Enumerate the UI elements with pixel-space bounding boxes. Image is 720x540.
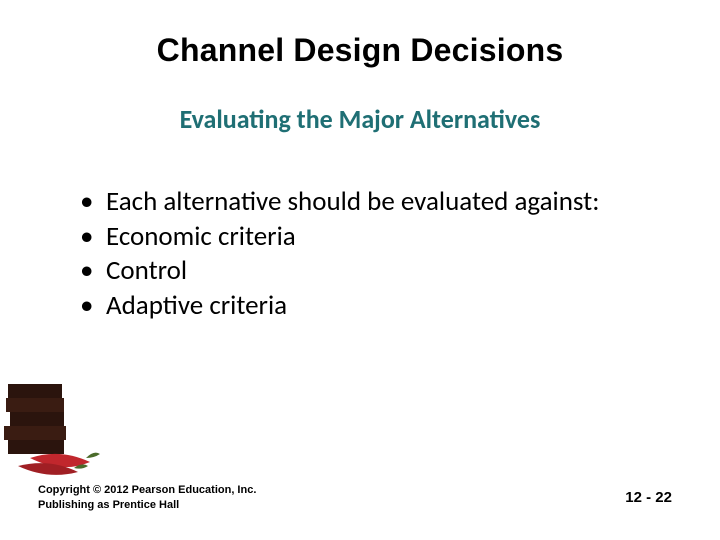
copyright-line: Copyright © 2012 Pearson Education, Inc.	[38, 483, 256, 497]
decorative-image	[0, 340, 120, 480]
bullet-item: Adaptive criteria	[80, 289, 670, 324]
page-number: 12 - 22	[625, 489, 672, 506]
publisher-line: Publishing as Prentice Hall	[38, 498, 256, 512]
copyright-footer: Copyright © 2012 Pearson Education, Inc.…	[38, 483, 256, 512]
slide: Channel Design Decisions Evaluating the …	[0, 0, 720, 540]
bullet-list: Each alternative should be evaluated aga…	[80, 185, 670, 323]
bullet-item: Economic criteria	[80, 220, 670, 255]
slide-title: Channel Design Decisions	[50, 32, 670, 69]
bullet-item: Control	[80, 254, 670, 289]
bullet-item: Each alternative should be evaluated aga…	[80, 185, 670, 220]
slide-subtitle: Evaluating the Major Alternatives	[50, 103, 670, 135]
